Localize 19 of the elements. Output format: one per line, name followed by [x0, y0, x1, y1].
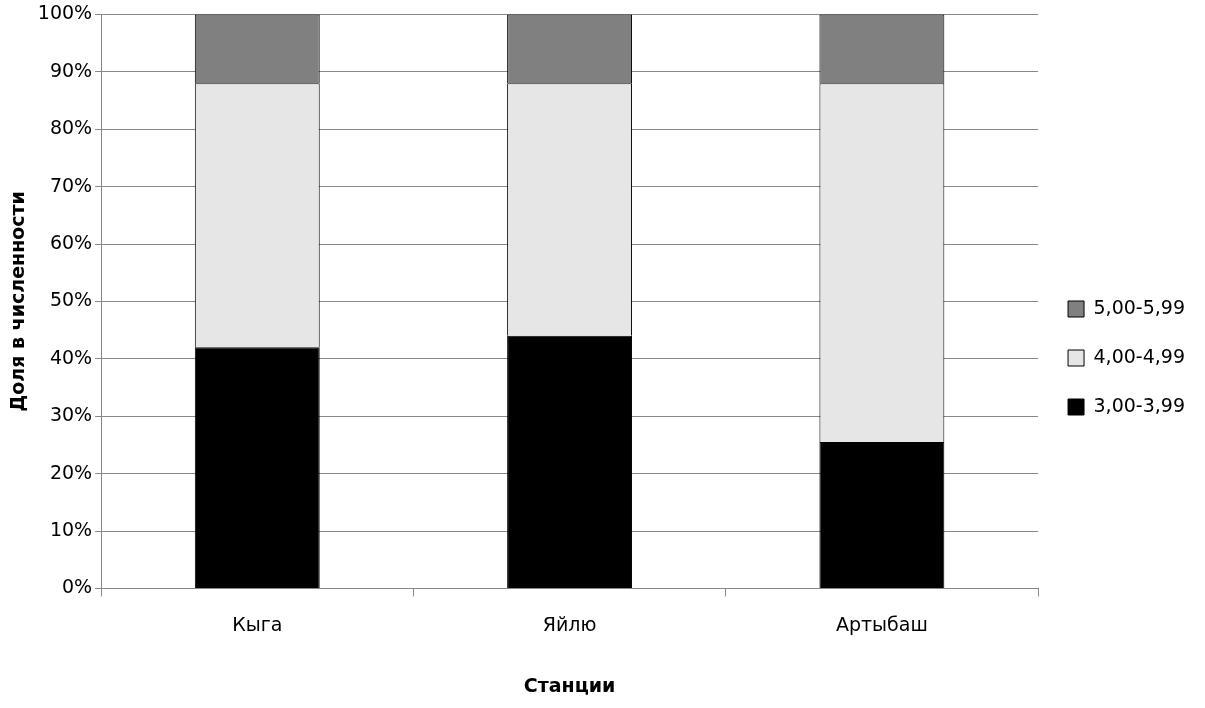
y-tick-label: 60%	[49, 230, 93, 253]
y-tick-label: 50%	[49, 288, 93, 311]
y-tick-label: 100%	[37, 1, 93, 24]
y-tick-label: 80%	[49, 116, 93, 139]
legend-label: 3,00-3,99	[1093, 393, 1185, 416]
y-tick-label: 0%	[61, 575, 93, 598]
legend-label: 5,00-5,99	[1093, 295, 1185, 318]
y-axis-title: Доля в численности	[6, 191, 29, 412]
x-tick-label: Артыбаш	[835, 612, 928, 635]
x-tick-label: Кыга	[232, 612, 283, 635]
y-tick-label: 10%	[49, 517, 93, 540]
legend-label: 4,00-4,99	[1093, 344, 1185, 367]
y-tick-label: 70%	[49, 173, 93, 196]
y-tick-label: 20%	[49, 460, 93, 483]
y-tick-label: 90%	[49, 58, 93, 81]
y-tick-label: 40%	[49, 345, 93, 368]
y-tick-label: 30%	[49, 403, 93, 426]
x-tick-label: Яйлю	[542, 612, 597, 635]
x-axis-title: Станции	[523, 673, 616, 696]
